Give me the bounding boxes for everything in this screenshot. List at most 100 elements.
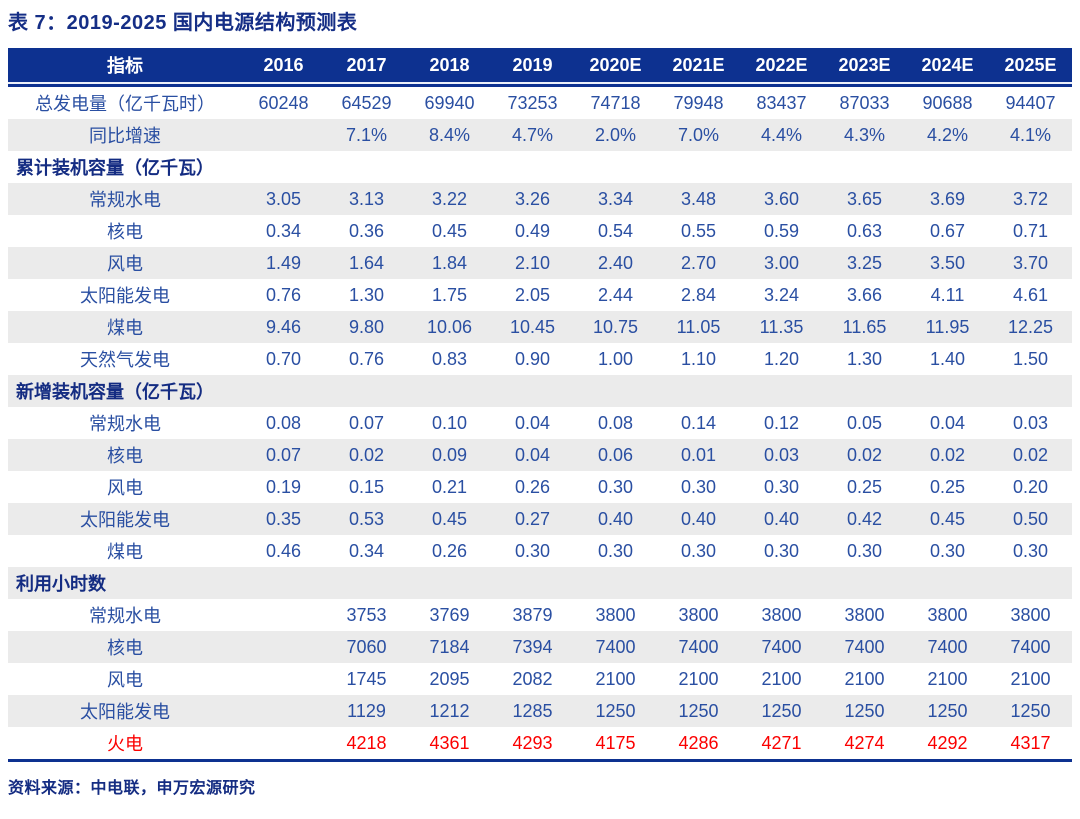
table-cell: 0.21 bbox=[431, 476, 468, 497]
table-cell: 11.95 bbox=[906, 311, 989, 343]
table-cell: 90688 bbox=[906, 84, 989, 119]
row-label: 太阳能发电 bbox=[8, 695, 242, 727]
table-cell: 10.75 bbox=[574, 311, 657, 343]
table-cell: 3800 bbox=[1010, 604, 1051, 625]
row-label: 太阳能发电 bbox=[80, 286, 170, 306]
table-cell: 0.25 bbox=[929, 476, 966, 497]
section-header: 利用小时数 bbox=[8, 567, 1072, 599]
row-label: 火电 bbox=[8, 727, 242, 762]
table-cell: 7060 bbox=[325, 631, 408, 663]
table-cell: 0.19 bbox=[265, 476, 302, 497]
table-cell: 0.01 bbox=[657, 439, 740, 471]
table-cell: 3.65 bbox=[823, 183, 906, 215]
table-cell: 11.35 bbox=[740, 311, 823, 343]
column-header-year: 2017 bbox=[325, 48, 408, 84]
table-cell: 64529 bbox=[325, 84, 408, 119]
table-cell: 0.55 bbox=[680, 220, 717, 241]
row-label: 常规水电 bbox=[89, 606, 161, 626]
table-row: 常规水电 3.05 3.13 3.22 3.26 3.34 3.48 3.60 3.65 3.69… bbox=[8, 183, 1072, 215]
table-cell: 0.12 bbox=[763, 412, 800, 433]
row-label: 煤电 bbox=[107, 542, 143, 562]
table-cell: 1.10 bbox=[680, 348, 717, 369]
table-cell: 0.30 bbox=[597, 476, 634, 497]
row-label: 核电 bbox=[8, 631, 242, 663]
table-cell: 2100 bbox=[844, 668, 885, 689]
table-cell: 10.06 bbox=[408, 311, 491, 343]
table-cell: 0.45 bbox=[906, 503, 989, 535]
table-cell: 0.34 bbox=[265, 220, 302, 241]
column-header-year: 2016 bbox=[242, 48, 325, 84]
table-cell: 1129 bbox=[325, 695, 408, 727]
table-cell bbox=[242, 599, 325, 631]
table-cell: 7.1% bbox=[325, 119, 408, 151]
row-label: 常规水电 bbox=[8, 183, 242, 215]
table-cell: 3800 bbox=[844, 604, 885, 625]
table-cell: 7394 bbox=[491, 631, 574, 663]
table-cell: 0.25 bbox=[846, 476, 883, 497]
table-cell: 0.30 bbox=[929, 540, 966, 561]
table-cell: 3.72 bbox=[989, 183, 1072, 215]
table-cell: 0.26 bbox=[514, 476, 551, 497]
table-cell: 0.30 bbox=[514, 540, 551, 561]
table-row: 风电 0.19 0.15 0.21 0.26 0.30 0.30 0.30 0.25 0.25 0.… bbox=[8, 471, 1072, 503]
page-title: 表 7：2019-2025 国内电源结构预测表 bbox=[8, 12, 358, 34]
table-cell: 4286 bbox=[657, 727, 740, 762]
table-cell: 0.54 bbox=[597, 220, 634, 241]
table-cell: 7400 bbox=[823, 631, 906, 663]
table-cell: 0.30 bbox=[763, 540, 800, 561]
table-cell: 2.40 bbox=[574, 247, 657, 279]
table-cell: 3.13 bbox=[325, 183, 408, 215]
table-cell: 11.05 bbox=[657, 311, 740, 343]
table-row: 太阳能发电 0.35 0.53 0.45 0.27 0.40 0.40 0.40 0.42 0.4… bbox=[8, 503, 1072, 535]
table-cell: 0.14 bbox=[680, 412, 717, 433]
table-cell: 1.64 bbox=[325, 247, 408, 279]
table-cell: 2100 bbox=[595, 668, 636, 689]
table-header: 指标 2016 2017 2018 2019 2020E 2021E 2022E 2023E 20… bbox=[8, 48, 1072, 84]
table-cell: 1250 bbox=[574, 695, 657, 727]
table-cell: 2.0% bbox=[574, 119, 657, 151]
table-cell: 3.24 bbox=[763, 284, 800, 305]
table-cell bbox=[242, 631, 325, 663]
table-cell: 7400 bbox=[574, 631, 657, 663]
table-cell: 0.06 bbox=[574, 439, 657, 471]
column-header-year: 2018 bbox=[408, 48, 491, 84]
table-cell: 0.02 bbox=[906, 439, 989, 471]
table-cell: 3.22 bbox=[408, 183, 491, 215]
table-cell: 0.71 bbox=[1012, 220, 1049, 241]
table-cell: 3.05 bbox=[242, 183, 325, 215]
table-cell: 0.53 bbox=[325, 503, 408, 535]
table-cell: 73253 bbox=[491, 84, 574, 119]
table-cell: 0.07 bbox=[242, 439, 325, 471]
table-cell: 1.75 bbox=[431, 284, 468, 305]
row-label: 总发电量（亿千瓦时） bbox=[8, 84, 242, 119]
table-cell: 0.46 bbox=[265, 540, 302, 561]
table-cell: 4292 bbox=[906, 727, 989, 762]
table-cell: 1.50 bbox=[1012, 348, 1049, 369]
table-cell: 0.07 bbox=[348, 412, 385, 433]
table-cell bbox=[242, 119, 325, 151]
table-cell: 0.30 bbox=[846, 540, 883, 561]
column-header-year: 2022E bbox=[740, 48, 823, 84]
table-cell: 4218 bbox=[325, 727, 408, 762]
table-cell: 0.50 bbox=[989, 503, 1072, 535]
table-cell: 2.84 bbox=[680, 284, 717, 305]
table-cell: 0.30 bbox=[763, 476, 800, 497]
row-label: 煤电 bbox=[8, 311, 242, 343]
table-row: 太阳能发电 0.76 1.30 1.75 2.05 2.44 2.84 3.24 3.66 4.1… bbox=[8, 279, 1072, 311]
table-row: 天然气发电 0.70 0.76 0.83 0.90 1.00 1.10 1.20 1.30 1.4… bbox=[8, 343, 1072, 375]
table-cell: 4.11 bbox=[930, 284, 965, 305]
table-cell: 0.63 bbox=[846, 220, 883, 241]
table-cell: 0.67 bbox=[929, 220, 966, 241]
table-cell: 0.27 bbox=[491, 503, 574, 535]
column-header-year: 2024E bbox=[906, 48, 989, 84]
table-cell: 3.25 bbox=[823, 247, 906, 279]
table-cell: 0.04 bbox=[929, 412, 966, 433]
table-cell: 1.84 bbox=[408, 247, 491, 279]
table-cell: 0.90 bbox=[514, 348, 551, 369]
table-cell: 0.59 bbox=[763, 220, 800, 241]
table-cell: 3.66 bbox=[846, 284, 883, 305]
table-cell: 3879 bbox=[512, 604, 553, 625]
table-cell: 3800 bbox=[761, 604, 802, 625]
table-cell: 69940 bbox=[408, 84, 491, 119]
table-cell: 0.09 bbox=[408, 439, 491, 471]
